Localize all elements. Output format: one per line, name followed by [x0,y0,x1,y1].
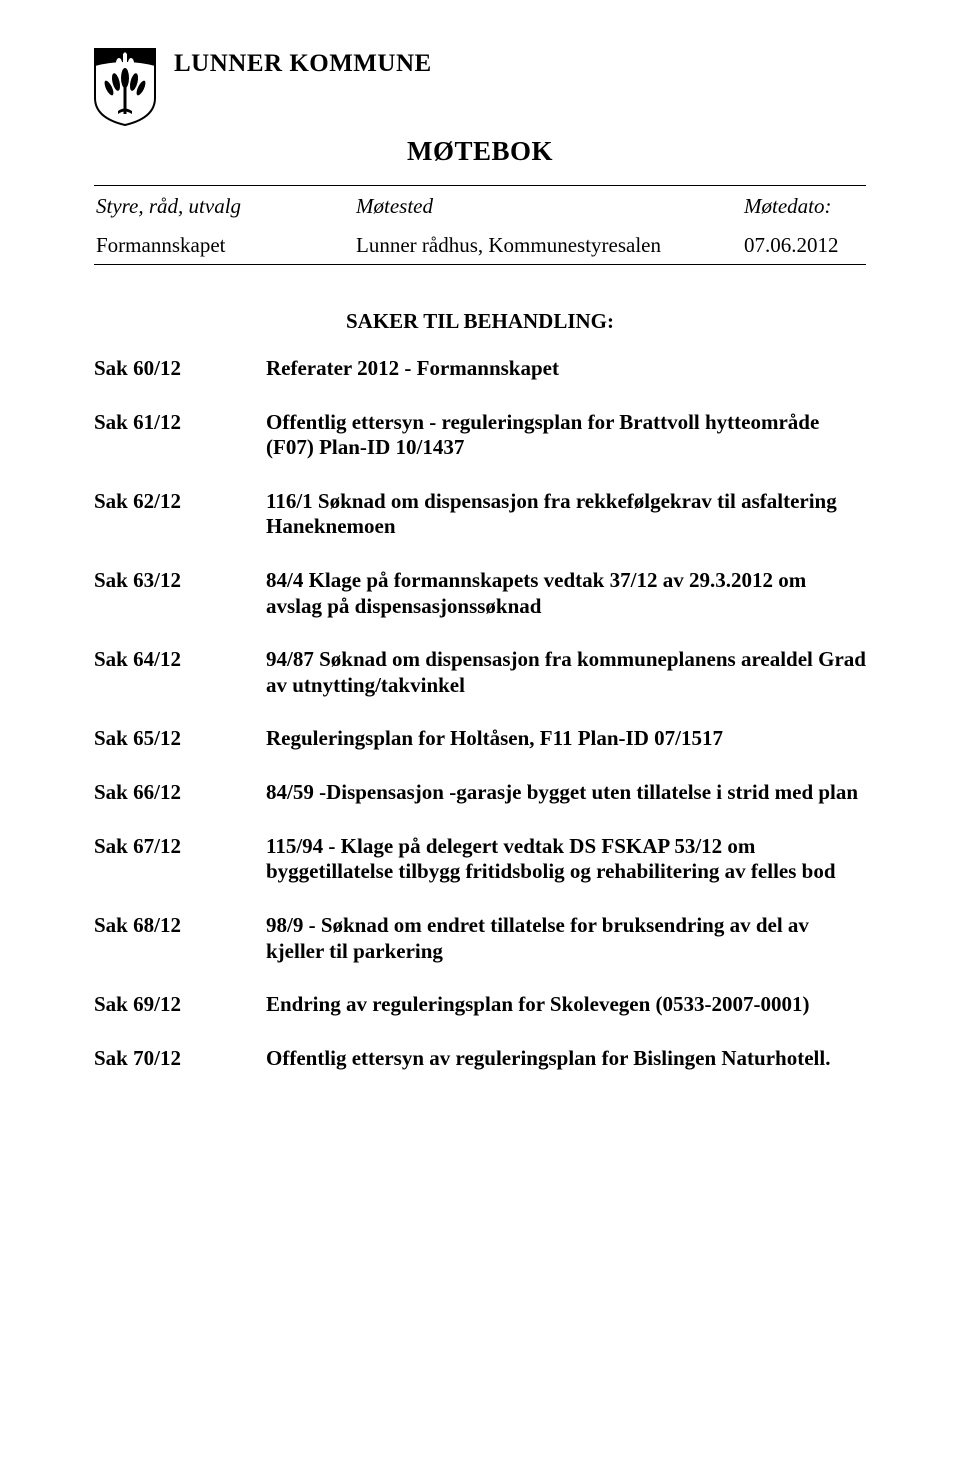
header-row: LUNNER KOMMUNE [94,48,866,126]
section-heading: SAKER TIL BEHANDLING: [94,309,866,334]
sak-label: Sak 67/12 [94,834,266,859]
meeting-body: Formannskapet [96,233,356,258]
meta-label-place: Møtested [356,194,744,219]
sak-item: Sak 61/12 Offentlig ettersyn - regulerin… [94,410,866,461]
meta-label-body: Styre, råd, utvalg [96,194,356,219]
sak-item: Sak 63/12 84/4 Klage på formannskapets v… [94,568,866,619]
sak-title: 84/59 -Dispensasjon -garasje bygget uten… [266,780,866,806]
sak-item: Sak 68/12 98/9 - Søknad om endret tillat… [94,913,866,964]
doc-title: MØTEBOK [94,136,866,167]
sak-item: Sak 67/12 115/94 - Klage på delegert ved… [94,834,866,885]
sak-label: Sak 64/12 [94,647,266,672]
sak-title: Referater 2012 - Formannskapet [266,356,866,382]
meta-label-date: Møtedato: [744,194,864,219]
sak-label: Sak 60/12 [94,356,266,381]
sak-label: Sak 69/12 [94,992,266,1017]
sak-title: Endring av reguleringsplan for Skolevege… [266,992,866,1018]
crest-icon [94,48,156,126]
sak-title: 84/4 Klage på formannskapets vedtak 37/1… [266,568,866,619]
sak-item: Sak 65/12 Reguleringsplan for Holtåsen, … [94,726,866,752]
sak-item: Sak 66/12 84/59 -Dispensasjon -garasje b… [94,780,866,806]
sak-item: Sak 69/12 Endring av reguleringsplan for… [94,992,866,1018]
sak-list: Sak 60/12 Referater 2012 - Formannskapet… [94,356,866,1071]
sak-title: 98/9 - Søknad om endret tillatelse for b… [266,913,866,964]
sak-title: Reguleringsplan for Holtåsen, F11 Plan-I… [266,726,866,752]
meeting-date: 07.06.2012 [744,233,864,258]
org-name: LUNNER KOMMUNE [174,48,432,78]
sak-title: Offentlig ettersyn - reguleringsplan for… [266,410,866,461]
page: LUNNER KOMMUNE MØTEBOK Styre, råd, utval… [0,0,960,1484]
sak-label: Sak 68/12 [94,913,266,938]
sak-item: Sak 62/12 116/1 Søknad om dispensasjon f… [94,489,866,540]
sak-label: Sak 62/12 [94,489,266,514]
meta-header-row: Styre, råd, utvalg Møtested Møtedato: [94,194,866,219]
sak-item: Sak 60/12 Referater 2012 - Formannskapet [94,356,866,382]
sak-title: 94/87 Søknad om dispensasjon fra kommune… [266,647,866,698]
sak-label: Sak 65/12 [94,726,266,751]
sak-item: Sak 64/12 94/87 Søknad om dispensasjon f… [94,647,866,698]
sak-title: Offentlig ettersyn av reguleringsplan fo… [266,1046,866,1072]
sak-label: Sak 70/12 [94,1046,266,1071]
sak-label: Sak 61/12 [94,410,266,435]
sak-title: 115/94 - Klage på delegert vedtak DS FSK… [266,834,866,885]
meeting-place: Lunner rådhus, Kommunestyresalen [356,233,744,258]
sak-label: Sak 66/12 [94,780,266,805]
sak-title: 116/1 Søknad om dispensasjon fra rekkefø… [266,489,866,540]
meeting-info-row: Formannskapet Lunner rådhus, Kommunestyr… [94,233,866,258]
sak-item: Sak 70/12 Offentlig ettersyn av reguleri… [94,1046,866,1072]
divider-top [94,185,866,186]
divider-bottom [94,264,866,265]
sak-label: Sak 63/12 [94,568,266,593]
